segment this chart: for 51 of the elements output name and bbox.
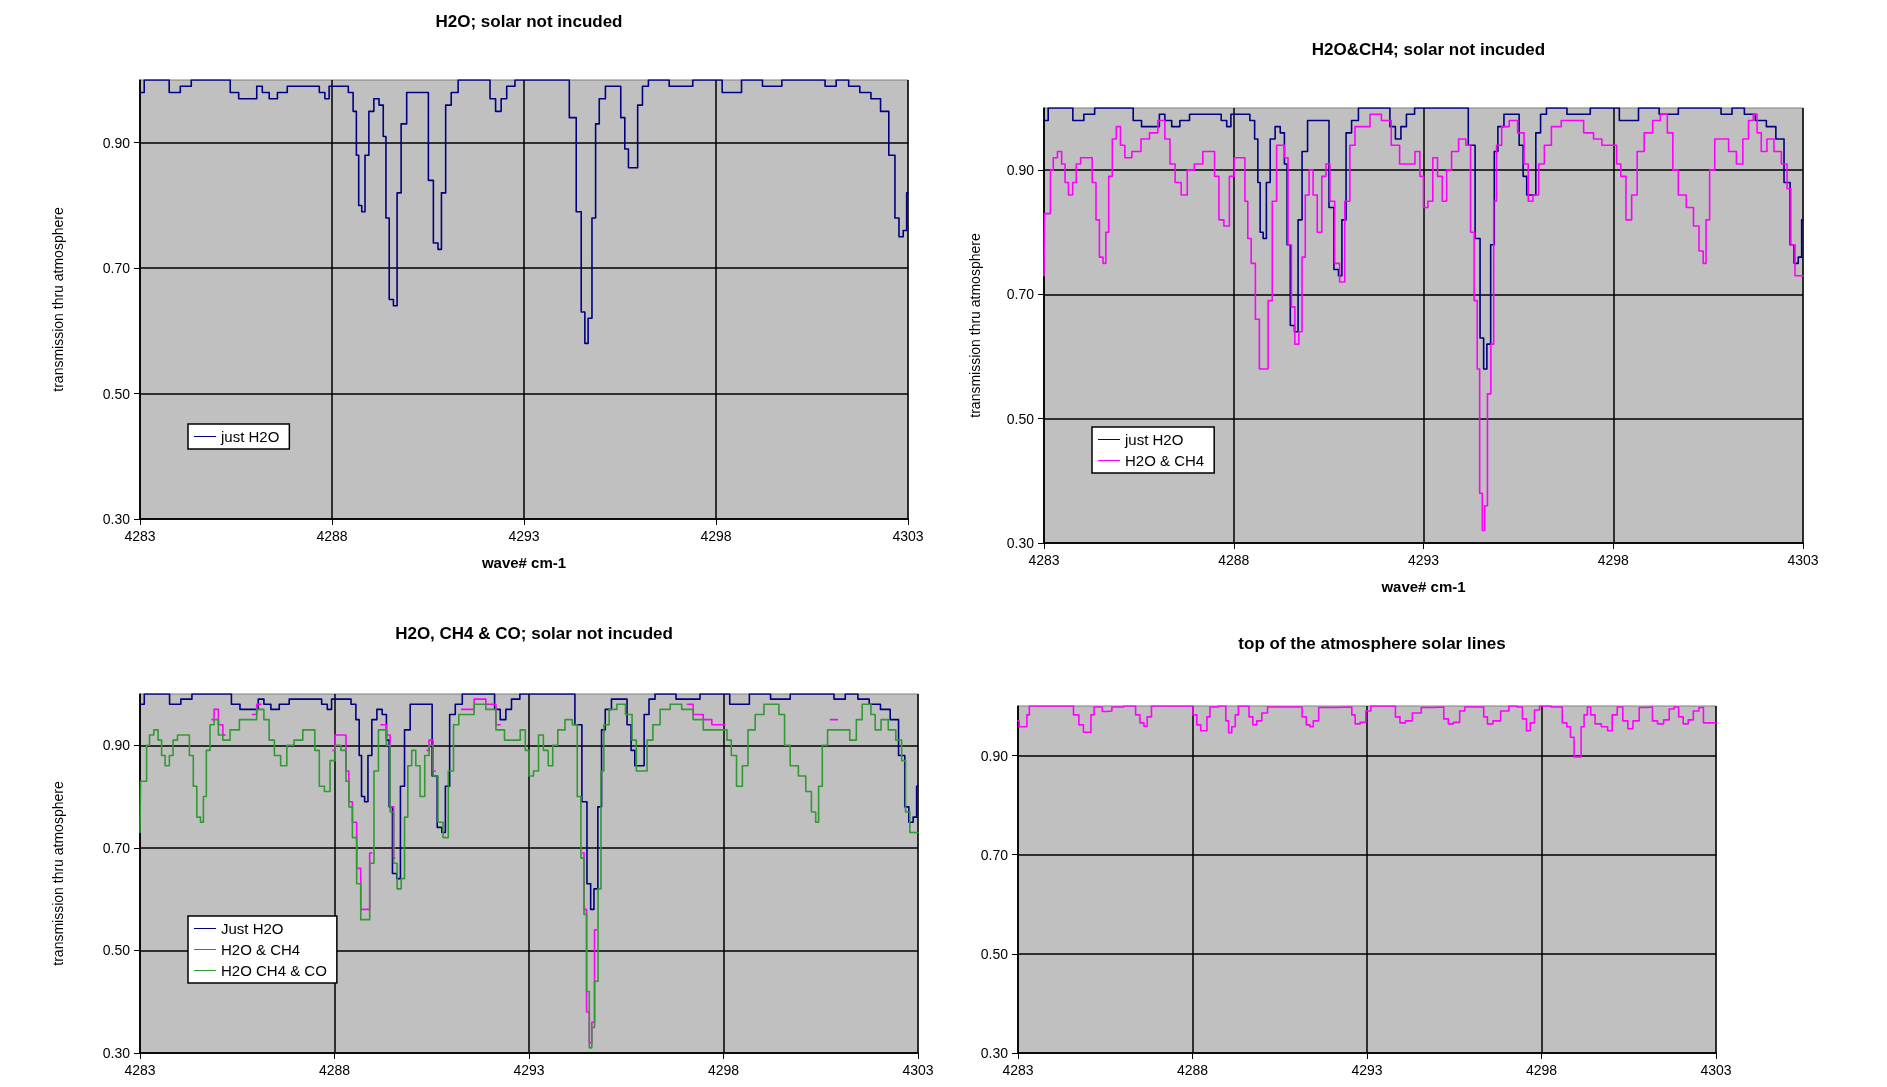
- y-tick-label: 0.70: [102, 260, 131, 277]
- x-tick-label: 4288: [318, 1062, 351, 1078]
- x-tick-label: 4298: [1597, 552, 1630, 568]
- x-tick-label: 4283: [1002, 1062, 1034, 1078]
- chart-title: H2O, CH4 & CO; solar not incuded: [395, 624, 673, 643]
- x-axis-title: wave# cm-1: [1380, 578, 1466, 595]
- x-tick-label: 4303: [902, 1062, 934, 1078]
- y-tick-label: 0.30: [1006, 535, 1035, 551]
- y-tick-label: 0.70: [102, 839, 131, 856]
- x-tick-label: 4288: [316, 528, 348, 544]
- x-tick-label: 4298: [707, 1062, 740, 1078]
- legend-label: just H2O: [220, 428, 280, 445]
- x-tick-label: 4288: [1176, 1062, 1209, 1078]
- y-axis-title: transmission thru atmosphere: [967, 233, 983, 418]
- chart-title: H2O; solar not incuded: [435, 12, 623, 31]
- x-tick-label: 4283: [124, 528, 156, 544]
- y-tick-label: 0.70: [980, 846, 1009, 863]
- y-tick-label: 0.50: [980, 945, 1009, 962]
- x-tick-label: 4293: [1407, 552, 1440, 568]
- y-axis-title: transmission thru atmosphere: [50, 207, 66, 392]
- x-tick-label: 4298: [1525, 1062, 1558, 1078]
- y-tick-label: 0.30: [980, 1045, 1009, 1061]
- y-tick-label: 0.90: [102, 737, 131, 754]
- x-tick-label: 4293: [508, 528, 540, 544]
- legend-label: H2O CH4 & CO: [221, 962, 327, 979]
- x-tick-label: 4283: [1028, 552, 1060, 568]
- y-tick-label: 0.70: [1006, 286, 1035, 303]
- y-tick-label: 0.90: [102, 134, 131, 151]
- y-axis-title: transmission thru atmosphere: [50, 781, 66, 966]
- x-tick-label: 4303: [1787, 552, 1819, 568]
- y-tick-label: 0.90: [1006, 162, 1035, 179]
- chart-title: H2O&CH4; solar not incuded: [1311, 40, 1546, 59]
- x-tick-label: 4303: [892, 528, 924, 544]
- chart-title: top of the atmosphere solar lines: [1238, 634, 1506, 653]
- y-tick-label: 0.30: [102, 511, 131, 527]
- x-tick-label: 4303: [1700, 1062, 1732, 1078]
- y-tick-label: 0.50: [1006, 410, 1035, 427]
- x-tick-label: 4288: [1218, 552, 1250, 568]
- x-tick-label: 4283: [124, 1062, 156, 1078]
- x-tick-label: 4293: [513, 1062, 545, 1078]
- x-tick-label: 4298: [700, 528, 732, 544]
- legend-label: H2O & CH4: [221, 941, 301, 958]
- x-tick-label: 4293: [1351, 1062, 1383, 1078]
- legend-label: just H2O: [1124, 431, 1184, 448]
- y-tick-label: 0.50: [102, 385, 131, 402]
- legend-label: H2O & CH4: [1125, 452, 1205, 469]
- legend-label: Just H2O: [221, 920, 284, 937]
- y-tick-label: 0.90: [980, 747, 1009, 764]
- y-tick-label: 0.50: [102, 942, 131, 959]
- y-tick-label: 0.30: [102, 1045, 131, 1061]
- x-axis-title: wave# cm-1: [480, 554, 567, 571]
